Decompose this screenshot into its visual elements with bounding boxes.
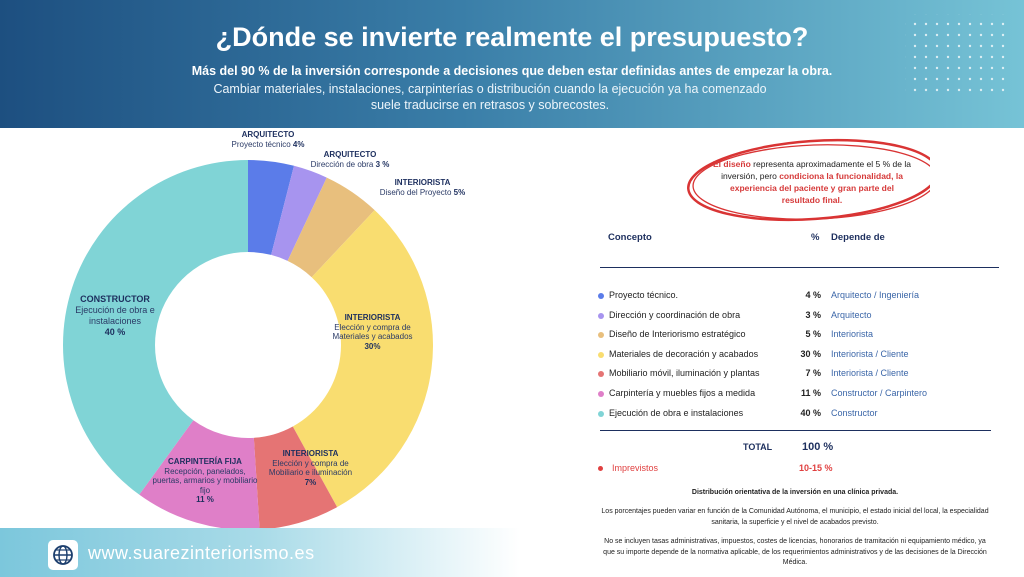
segment-group: CARPINTERÍA FIJA [168, 457, 242, 466]
concept: Diseño de Interiorismo estratégico [609, 329, 746, 340]
donut-segment [248, 160, 295, 255]
segment-group: CONSTRUCTOR [80, 294, 150, 304]
segment-description: Elección y compra de Mobiliario e ilumin… [268, 458, 353, 478]
depends: Interiorista / Cliente [831, 348, 909, 359]
segment-label: INTERIORISTA Elección y compra de Materia… [320, 313, 425, 351]
total-label: TOTAL [743, 442, 773, 452]
subtitle: Más del 90 % de la inversión corresponde… [191, 64, 833, 78]
callout-text: condiciona la funcionalidad, la experien… [730, 171, 903, 205]
callout: El diseño representa aproximadamente el … [712, 158, 912, 206]
note: No se incluyen tasas administrativas, im… [603, 538, 987, 566]
percent: 3 % [805, 309, 821, 320]
segment-description: Elección y compra de Materiales y acabad… [332, 322, 413, 342]
donut-segment [253, 426, 338, 530]
segment-value: 40 % [104, 327, 126, 337]
bullet [598, 332, 604, 339]
concept: Carpintería y muebles fijos a medida [609, 388, 756, 398]
percent: 7 % [805, 368, 821, 379]
percent: 4 % [805, 290, 821, 300]
callout-text: representa aproximadamente el 5 % de la … [721, 159, 911, 181]
percent: 30 % [800, 348, 821, 359]
segment-label: CARPINTERÍA FIJA Recepción, panelados, pu… [150, 457, 260, 505]
bullet [598, 293, 604, 299]
bullet [598, 410, 604, 417]
segment-description: Recepción, panelados, puertas, armarios … [152, 466, 258, 495]
segment-label: ARQUITECTO Dirección de obra 3 % [290, 150, 410, 169]
depends: Arquitecto [831, 309, 872, 320]
segment-group: INTERIORISTA [394, 178, 451, 187]
depends: Interiorista / Cliente [831, 368, 909, 379]
callout-text: El diseño [713, 159, 751, 169]
segment-value: 3 % [375, 159, 390, 169]
donut-segment [287, 177, 375, 278]
url[interactable]: www.suarezinteriorismo.es [88, 543, 315, 563]
segment-value: 7% [304, 477, 317, 487]
depends: Interiorista [831, 329, 874, 340]
segment-value: 4% [292, 139, 305, 149]
depends: Constructor [831, 407, 878, 418]
total-value: 100 % [802, 441, 834, 453]
segment-description: Proyecto técnico [231, 139, 291, 149]
donut-segment [139, 420, 260, 530]
segment-group: ARQUITECTO [323, 150, 377, 159]
bullet [598, 312, 604, 319]
percent: 11 % [800, 388, 821, 398]
extra-value: 10-15 % [799, 463, 833, 473]
table-header: % [811, 232, 820, 243]
description: Cambiar materiales, instalaciones, carpi… [213, 82, 767, 112]
note: Distribución orientativa de la inversión… [691, 489, 899, 496]
concept: Dirección y coordinación de obra [609, 309, 741, 320]
segment-description: Diseño del Proyecto [379, 187, 452, 197]
footer-band [0, 528, 520, 577]
header-band [0, 0, 1024, 128]
depends: Constructor / Carpintero [831, 388, 928, 398]
table-header: Depende de [831, 232, 885, 243]
segment-value: 5% [453, 187, 466, 197]
segment-label: INTERIORISTA Diseño del Proyecto 5% [360, 178, 485, 197]
concept: Materiales de decoración y acabados [609, 348, 759, 359]
bullet [598, 391, 604, 397]
segment-group: INTERIORISTA [282, 449, 339, 458]
segment-group: INTERIORISTA [344, 313, 401, 322]
dots [905, 14, 1005, 94]
note: Los porcentajes pueden variar en función… [601, 508, 989, 526]
segment-value: 30% [364, 341, 381, 351]
donut-segment [292, 210, 433, 508]
depends: Arquitecto / Ingeniería [831, 290, 920, 300]
rule [600, 267, 999, 268]
callout-ring [687, 138, 930, 222]
table-header: Concepto [608, 232, 652, 243]
segment-description: Dirección de obra [310, 159, 374, 169]
donut-segment [62, 160, 249, 495]
rule [600, 430, 991, 431]
donut-segment [271, 165, 327, 261]
percent: 40 % [800, 407, 821, 418]
globe-icon [48, 540, 78, 570]
segment-description: Ejecución de obra e instalaciones [75, 305, 155, 326]
concept: Mobiliario móvil, iluminación y plantas [609, 368, 760, 379]
percent: 5 % [805, 329, 821, 340]
segment-label: INTERIORISTA Elección y compra de Mobilia… [258, 449, 363, 487]
donut-chart [62, 160, 433, 530]
bullet [598, 466, 603, 471]
concept: Proyecto técnico. [609, 290, 679, 300]
concept: Ejecución de obra e instalaciones [609, 407, 744, 418]
extra-label: Imprevistos [612, 463, 659, 473]
title: ¿Dónde se invierte realmente el presupue… [215, 22, 809, 52]
segment-group: ARQUITECTO [241, 130, 295, 139]
segment-value: 11 % [196, 495, 214, 504]
segment-label: CONSTRUCTOR Ejecución de obra e instalaci… [60, 294, 170, 338]
bullet [598, 351, 604, 358]
segment-label: ARQUITECTO Proyecto técnico 4% [213, 130, 323, 149]
bullet [598, 371, 604, 378]
